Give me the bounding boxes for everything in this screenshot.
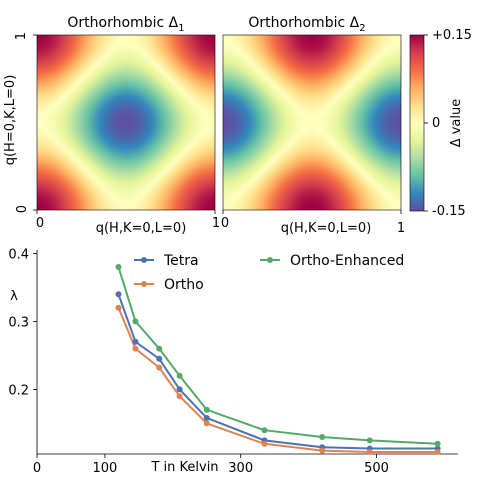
series-point-ortho-enhanced [132,318,139,325]
heatmap1-xtick-left: 0 [36,216,44,231]
heatmap1-xlabel: q(H,K=0,L=0) [96,221,187,236]
series-point-ortho [261,440,268,447]
legend-label-tetra: Tetra [163,253,199,269]
legend-marker-ortho [141,281,147,287]
series-point-ortho [132,345,139,352]
colorbar [409,34,425,212]
series-point-ortho-enhanced [156,345,163,352]
series-point-ortho [115,304,122,311]
heatmap2-xtick-right: 1 [397,221,405,236]
heatmap2-title: Orthorhombic Δ2 [248,15,365,34]
series-point-ortho-enhanced [261,427,268,434]
series-point-ortho-enhanced [203,406,210,413]
series-point-ortho-enhanced [176,372,183,379]
legend-label-ortho: Ortho [164,277,204,293]
heatmap1-xtick-right: 1 [212,216,220,231]
series-point-ortho-enhanced [319,434,326,440]
line-ylabel: λ [10,289,18,304]
heatmap1-ytick-top: 1 [14,32,29,40]
series-point-tetra [156,355,163,362]
line-ytick-label: 0.2 [8,383,29,398]
series-line-ortho [117,307,438,453]
heatmap1-plot [36,34,216,211]
series-point-ortho [176,393,183,400]
colorbar-tick-mid: 0 [432,116,440,131]
legend-marker-ortho-enhanced [267,257,273,263]
line-chart: 0 100 300 500 0.2 0.3 0.4 Tetra Ortho Ortho-Enha… [8,247,458,476]
colorbar-tick-bottom: -0.15 [432,204,466,219]
heatmap1-title: Orthorhombic Δ1 [67,15,184,34]
line-xtick-label: 100 [92,461,117,476]
colorbar-label: Δ value [449,99,464,148]
heatmap2-xtick-left: 0 [221,216,229,231]
series-point-ortho [203,420,210,427]
line-xtick-label: 500 [364,461,389,476]
series-point-ortho-enhanced [115,264,122,270]
series-point-ortho [319,447,326,454]
series-point-ortho-enhanced [434,440,441,447]
series-point-tetra [115,291,122,298]
line-ytick-label: 0.4 [8,247,29,262]
colorbar-tick-top: +0.15 [432,28,472,43]
line-ytick-label: 0.3 [8,315,29,330]
legend-label-ortho-enhanced: Ortho-Enhanced [290,253,404,269]
line-xtick-label: 300 [228,461,253,476]
series-line-ortho-enhanced [117,266,438,445]
line-xtick-label: 0 [33,461,41,476]
series-point-ortho-enhanced [366,437,373,444]
series-point-tetra [176,386,183,393]
series-point-tetra [203,414,210,421]
line-xlabel: T in Kelvin [150,460,218,475]
heatmap2-plot [222,34,402,211]
series-point-ortho [434,448,441,455]
heatmap1-ytick-bottom: 0 [15,205,30,213]
heatmap2-xlabel: q(H,K=0,L=0) [281,221,372,236]
legend-marker-tetra [141,257,147,263]
series-point-ortho [156,364,163,371]
series-line-tetra [117,293,438,450]
series-point-ortho [366,448,373,455]
heatmap1-ylabel: q(H=0,K,L=0) [3,75,18,166]
series-point-tetra [132,338,139,345]
